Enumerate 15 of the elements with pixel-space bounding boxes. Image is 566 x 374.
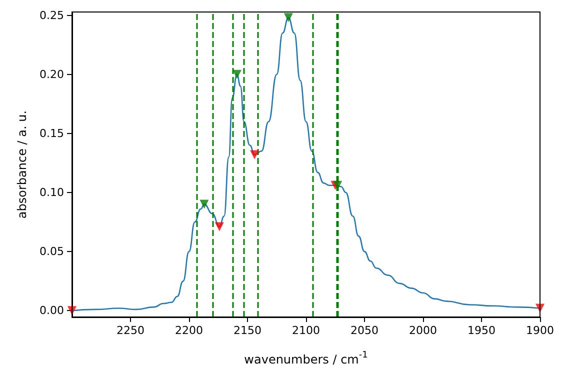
x-tick-label: 2200 (175, 324, 203, 337)
y-tick-label: 0.25 (40, 8, 64, 22)
x-tick-label: 1950 (468, 324, 496, 337)
y-tick-label: 0.05 (40, 245, 64, 258)
x-tick-label: 1900 (526, 324, 554, 337)
y-tick-label: 0.00 (40, 304, 64, 318)
y-tick-label: 0.10 (40, 186, 64, 199)
y-tick-label: 0.15 (40, 126, 64, 140)
x-tick-label: 2150 (234, 324, 262, 337)
x-tick-label: 2100 (292, 324, 320, 337)
y-tick-label: 0.20 (40, 68, 64, 81)
x-tick-label: 2050 (350, 324, 378, 337)
x-tick-label: 2000 (409, 324, 437, 337)
y-axis-title: absorbance / a. u. (15, 110, 29, 219)
x-tick-label: 2250 (116, 324, 144, 337)
